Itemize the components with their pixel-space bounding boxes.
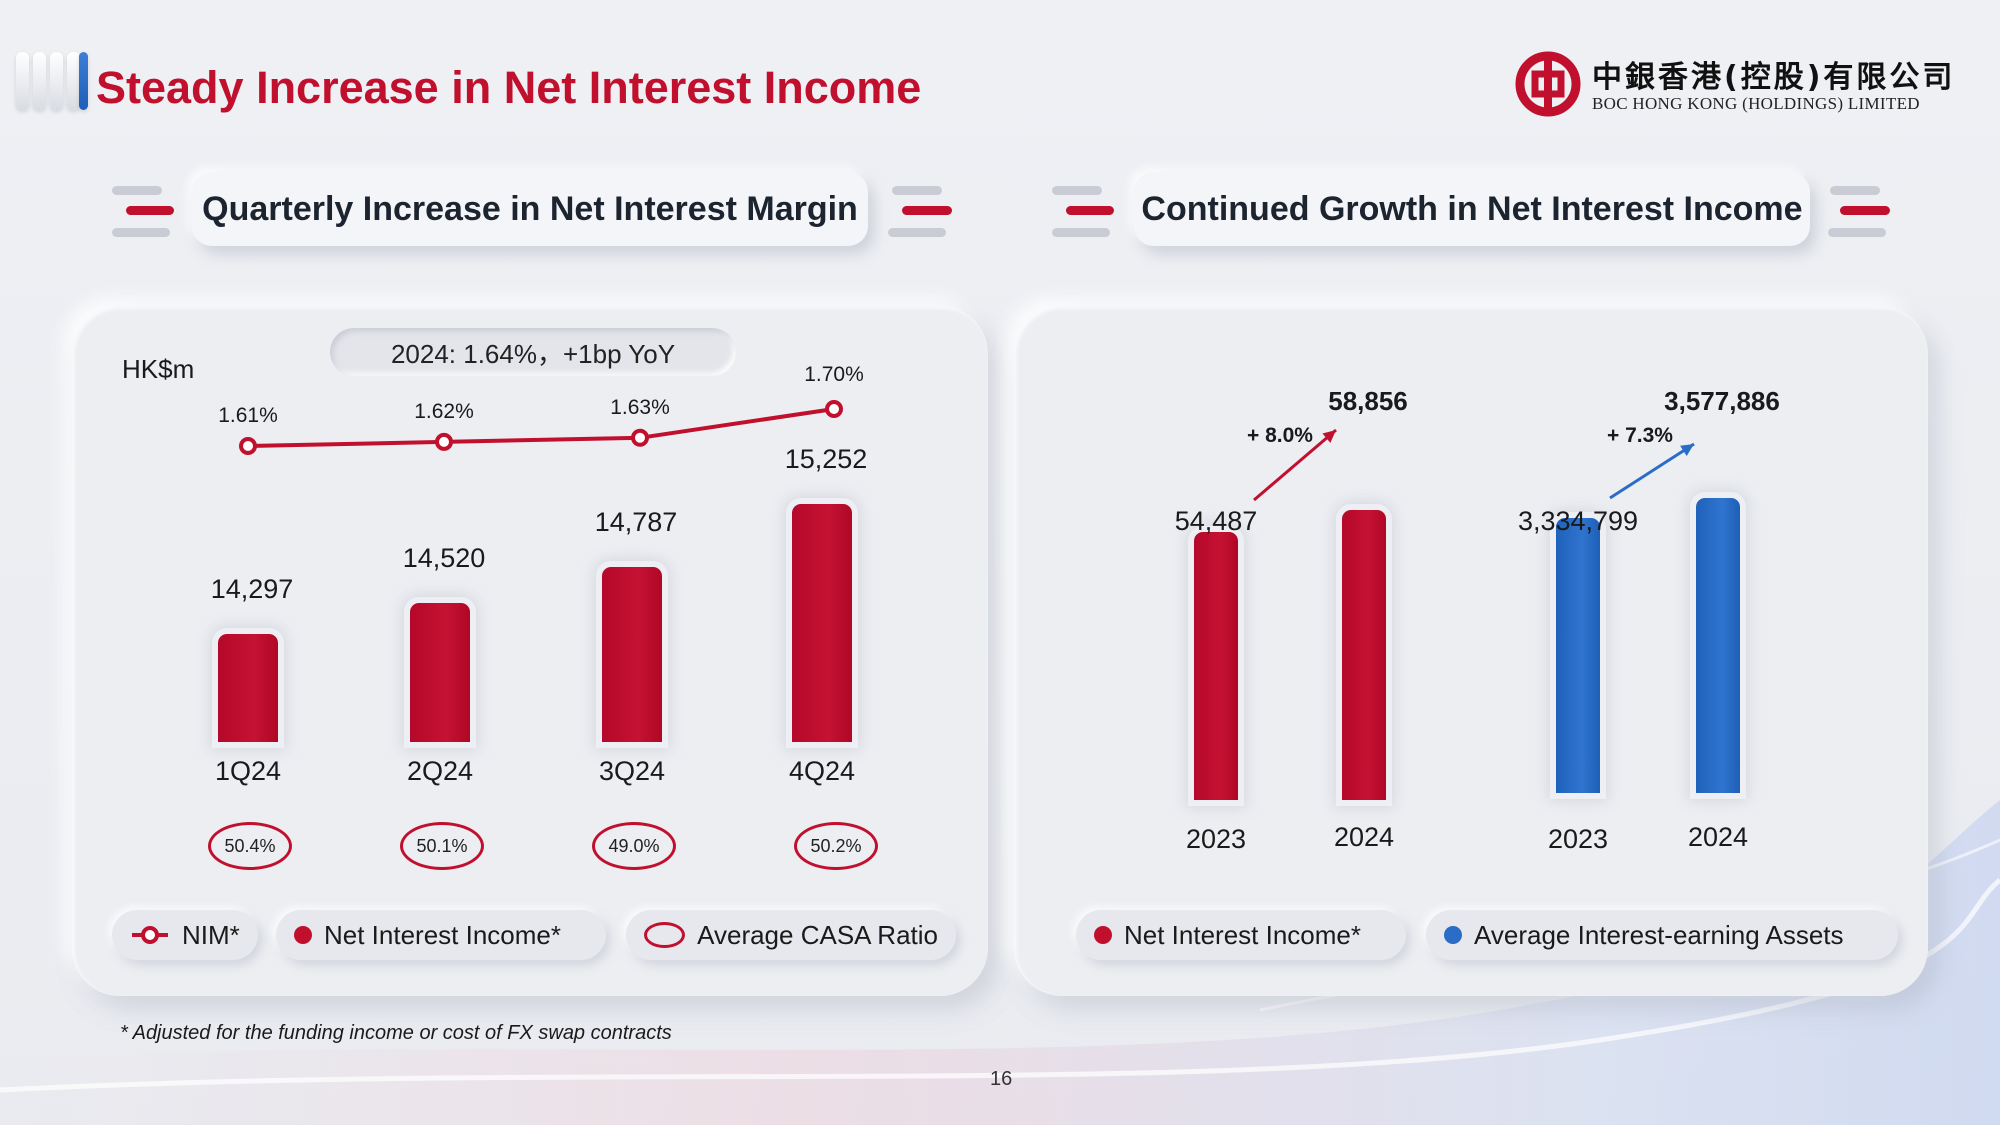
category-label: 4Q24 <box>788 756 856 786</box>
header-decor <box>1840 206 1890 215</box>
header-decor <box>902 206 952 215</box>
header-decor <box>892 186 942 195</box>
footnote: * Adjusted for the funding income or cos… <box>120 1022 672 1044</box>
page-number: 16 <box>990 1068 1013 1090</box>
aiea-legend-dot <box>1444 926 1462 944</box>
legend-label-right-nii: Net Interest Income* <box>1124 919 1361 950</box>
title-stripe <box>33 52 46 110</box>
title-stripe <box>67 52 80 110</box>
boc-logo-icon <box>1515 51 1581 117</box>
right-chart-panel <box>1014 306 1928 996</box>
nim-point <box>631 428 649 447</box>
nim-value-label: 1.61% <box>218 404 278 427</box>
annual-value-label: 54,487 <box>1174 506 1258 536</box>
header-decor <box>126 206 174 215</box>
growth-label: + 7.3% <box>1607 424 1673 447</box>
nii-value-label: 14,520 <box>402 543 486 574</box>
nim-value-label: 1.70% <box>804 363 864 386</box>
header-decor <box>1828 228 1886 237</box>
legend-item-right-nii: Net Interest Income* <box>1076 910 1406 960</box>
right-section-header: Continued Growth in Net Interest Income <box>1134 172 1810 246</box>
nii-value-label: 15,252 <box>784 444 868 475</box>
nii-bar <box>410 603 470 742</box>
logo-chinese-name: 中銀香港(控股)有限公司 <box>1592 60 1956 95</box>
nim-summary-pill: 2024: 1.64%，+1bp YoY <box>330 328 736 376</box>
nii-value-label: 14,787 <box>594 507 678 538</box>
year-label: 2023 <box>1547 824 1609 854</box>
page-title: Steady Increase in Net Interest Income <box>96 62 922 113</box>
casa-ratio-ellipse: 50.4% <box>208 822 292 870</box>
title-stripe <box>50 52 63 110</box>
unit-label: HK$m <box>122 354 195 384</box>
category-label: 1Q24 <box>214 756 282 786</box>
legend-item-casa: Average CASA Ratio <box>626 910 956 960</box>
year-label: 2024 <box>1333 822 1395 852</box>
nii-legend-dot <box>1094 926 1112 944</box>
casa-legend-ring <box>644 922 686 948</box>
header-decor <box>112 186 162 195</box>
logo-english-name: BOC HONG KONG (HOLDINGS) LIMITED <box>1592 94 1920 113</box>
nii-bar <box>792 504 852 742</box>
casa-ratio-ellipse: 50.2% <box>794 822 878 870</box>
header-decor <box>888 228 946 237</box>
growth-arrow-head <box>1680 444 1694 456</box>
casa-ratio-ellipse: 50.1% <box>400 822 484 870</box>
growth-arrow-line <box>1609 442 1695 500</box>
annual-value-label: 3,334,799 <box>1517 506 1639 536</box>
header-decor <box>1830 186 1880 195</box>
casa-ratio-ellipse: 49.0% <box>592 822 676 870</box>
title-stripe <box>16 52 29 110</box>
growth-arrow-line <box>1253 428 1337 502</box>
aiea-bar <box>1696 498 1740 793</box>
header-decor <box>1066 206 1114 215</box>
nii-bar <box>218 633 278 742</box>
header-decor <box>1052 186 1102 195</box>
legend-label-aiea: Average Interest-earning Assets <box>1474 919 1844 950</box>
left-section-header: Quarterly Increase in Net Interest Margi… <box>192 172 868 246</box>
legend-item-nii: Net Interest Income* <box>276 910 606 960</box>
year-label: 2023 <box>1185 824 1247 854</box>
nim-legend-icon <box>132 926 168 944</box>
legend-label-nii: Net Interest Income* <box>324 919 561 950</box>
category-label: 2Q24 <box>406 756 474 786</box>
nii-annual-bar <box>1194 531 1238 800</box>
nim-point <box>239 437 257 455</box>
nim-point <box>825 400 843 418</box>
nim-series-line <box>247 407 835 448</box>
annual-value-label: 3,577,886 <box>1664 386 1780 416</box>
header-decor <box>112 228 170 237</box>
nii-annual-bar <box>1342 510 1386 800</box>
category-label: 3Q24 <box>598 756 666 786</box>
annual-value-label: 58,856 <box>1328 386 1408 416</box>
nim-value-label: 1.62% <box>414 399 474 423</box>
year-label: 2024 <box>1687 822 1749 852</box>
legend-item-nim: NIM* <box>112 910 258 960</box>
nii-legend-dot <box>294 926 312 944</box>
legend-label-casa: Average CASA Ratio <box>697 919 938 950</box>
header-decor <box>1052 228 1110 237</box>
nim-point <box>435 432 453 451</box>
nii-value-label: 14,297 <box>210 573 294 604</box>
nim-value-label: 1.63% <box>610 395 670 419</box>
legend-label-nim: NIM* <box>182 919 240 950</box>
growth-label: + 8.0% <box>1247 424 1313 447</box>
aiea-bar <box>1556 518 1600 793</box>
nii-bar <box>602 567 662 742</box>
legend-item-aiea: Average Interest-earning Assets <box>1426 910 1898 960</box>
growth-arrow-head <box>1322 430 1336 443</box>
title-stripe-accent <box>79 52 88 110</box>
